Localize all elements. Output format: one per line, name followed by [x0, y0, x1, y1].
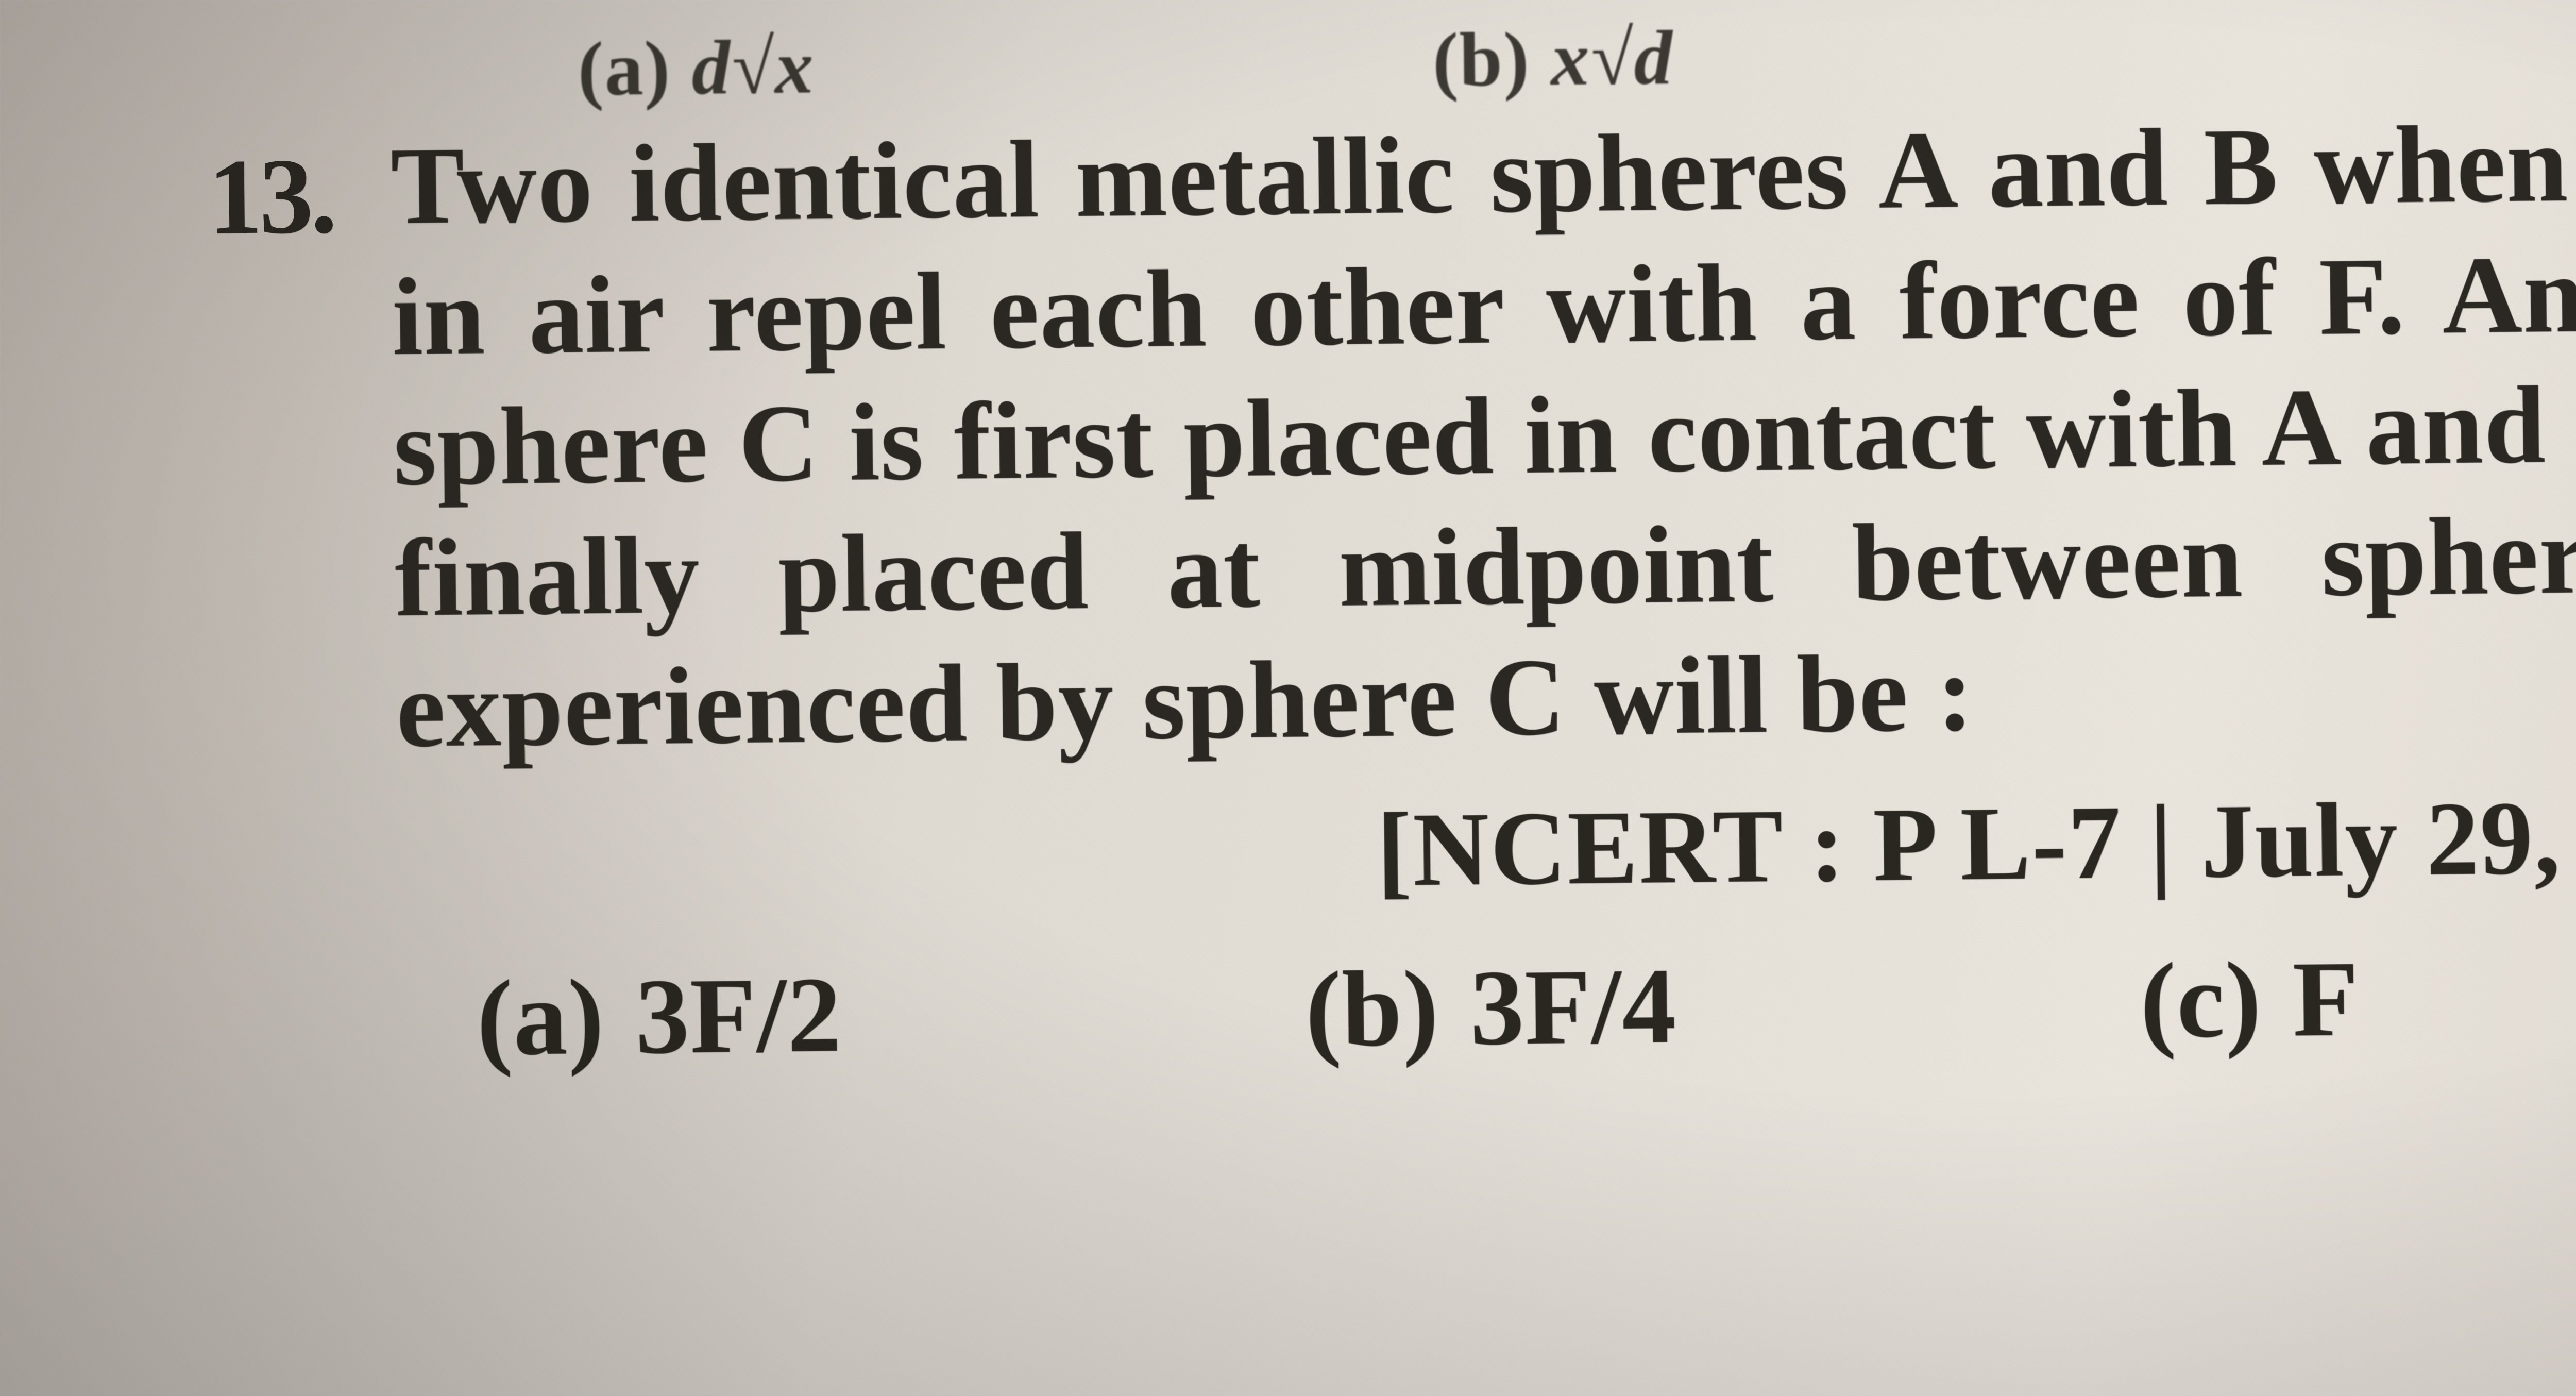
option-c-val: F — [2292, 937, 2360, 1062]
prev-option-b-tag: (b) — [1432, 15, 1531, 105]
prev-option-a: (a) d√x — [578, 22, 815, 113]
option-b: (b) 3F/4 — [1304, 944, 1677, 1072]
option-b-val: 3F/4 — [1469, 944, 1677, 1070]
option-c-tag: (c) — [2140, 938, 2263, 1064]
prev-option-b: (b) x√d — [1432, 13, 1674, 105]
question-source: [NCERT : P L-7 | July 29, 2022 (II)] — [1376, 764, 2576, 911]
question-number: 13. — [208, 142, 335, 251]
option-a: (a) 3F/2 — [476, 953, 842, 1081]
prev-option-b-val: x√d — [1550, 13, 1674, 103]
prev-option-a-val: d√x — [691, 22, 815, 112]
options-row: (a) 3F/2 (b) 3F/4 (c) F (d) 2F — [476, 921, 2576, 1081]
prev-option-a-tag: (a) — [578, 24, 672, 113]
option-a-tag: (a) — [476, 955, 605, 1081]
option-b-tag: (b) — [1304, 947, 1439, 1072]
option-a-val: 3F/2 — [635, 953, 842, 1079]
previous-question-options-fragment: (a) d√x (b) x√d — [578, 0, 2576, 113]
page-container: (a) d√x (b) x√d 13. Two identical metall… — [0, 0, 2576, 1086]
option-c: (c) F — [2140, 937, 2360, 1064]
question-row: 13. Two identical metallic spheres A and… — [208, 84, 2576, 1084]
question-text: Two identical metallic spheres A and B w… — [390, 85, 2576, 775]
question-body: Two identical metallic spheres A and B w… — [390, 85, 2576, 1082]
